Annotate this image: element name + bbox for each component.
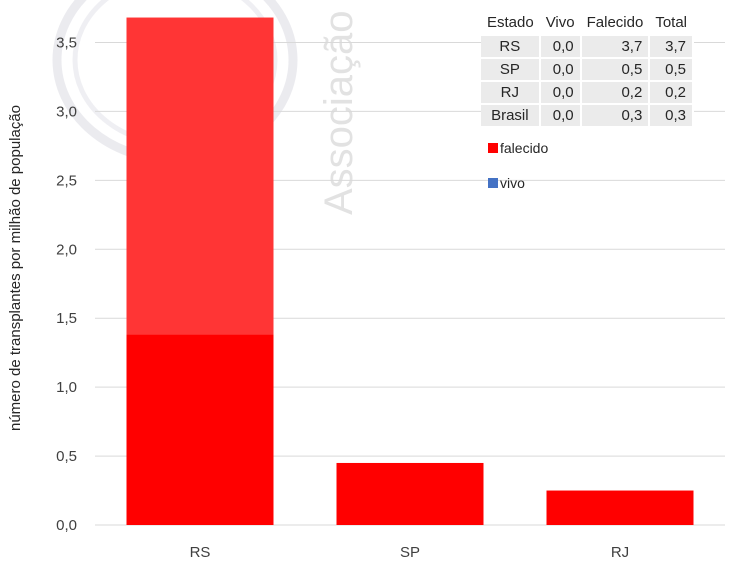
x-tick-label: RS <box>190 544 211 561</box>
table-row-label: RS <box>481 36 541 59</box>
bar-tint-overlay <box>126 17 274 335</box>
table-cell: 0,0 <box>539 104 582 128</box>
watermark-text: Associação <box>317 10 361 215</box>
bar-falecido-SP <box>336 462 484 525</box>
y-tick-label: 2,5 <box>56 172 77 189</box>
table-cell: 3,7 <box>649 36 695 59</box>
y-tick-label: 3,5 <box>56 34 77 51</box>
bar-falecido-RJ <box>546 490 694 525</box>
table-row: SP 0,0 0,5 0,5 <box>481 58 695 82</box>
table-cell: 0,2 <box>580 81 651 105</box>
legend-swatch-vivo <box>488 178 498 188</box>
table-cell: 0,0 <box>539 36 582 59</box>
table-row: Brasil 0,0 0,3 0,3 <box>481 104 695 128</box>
y-axis-ticks: 0,0 0,5 1,0 1,5 2,0 2,5 3,0 3,5 <box>56 34 77 534</box>
legend-label-vivo: vivo <box>500 175 525 191</box>
legend-swatch-falecido <box>488 143 498 153</box>
table-body: RS 0,0 3,7 3,7 SP 0,0 0,5 0,5 RJ 0,0 0,2 0,2 Brasil 0… <box>481 36 695 128</box>
y-tick-label: 1,0 <box>56 379 77 396</box>
table-row-label: Brasil <box>481 104 541 128</box>
table-row-label: RJ <box>481 81 541 105</box>
table-row: RS 0,0 3,7 3,7 <box>481 36 695 59</box>
legend-label-falecido: falecido <box>500 140 548 156</box>
table-header-row: Estado Vivo Falecido Total <box>481 8 693 36</box>
y-axis-title: número de transplantes por milhão de pop… <box>7 105 24 431</box>
table-cell: 0,0 <box>539 81 582 105</box>
table-row: RJ 0,0 0,2 0,2 <box>481 81 695 105</box>
table-cell: 0,3 <box>580 104 651 128</box>
x-axis-ticks: RS SP RJ <box>190 544 630 561</box>
table-header-cell: Estado <box>487 13 534 31</box>
x-tick-label: RJ <box>611 544 629 561</box>
table-header-cell: Total <box>655 13 688 31</box>
y-tick-label: 3,0 <box>56 103 77 120</box>
table-cell: 0,3 <box>649 104 695 128</box>
legend: falecido vivo <box>488 140 548 191</box>
bars <box>126 17 694 526</box>
table-cell: 0,5 <box>580 58 651 82</box>
table-cell: 0,0 <box>539 58 582 82</box>
table-cell: 3,7 <box>580 36 651 59</box>
table-header-cell: Vivo <box>545 13 575 31</box>
x-tick-label: SP <box>400 544 420 561</box>
table-cell: 0,2 <box>649 81 695 105</box>
table-header-cell: Falecido <box>586 13 644 31</box>
y-tick-label: 2,0 <box>56 241 77 258</box>
y-tick-label: 1,5 <box>56 310 77 327</box>
table-cell: 0,5 <box>649 58 695 82</box>
y-tick-label: 0,0 <box>56 517 77 534</box>
y-tick-label: 0,5 <box>56 448 77 465</box>
table-row-label: SP <box>481 58 541 82</box>
data-table: Estado Vivo Falecido Total RS 0,0 3,7 3,7 SP 0,0… <box>481 8 695 128</box>
